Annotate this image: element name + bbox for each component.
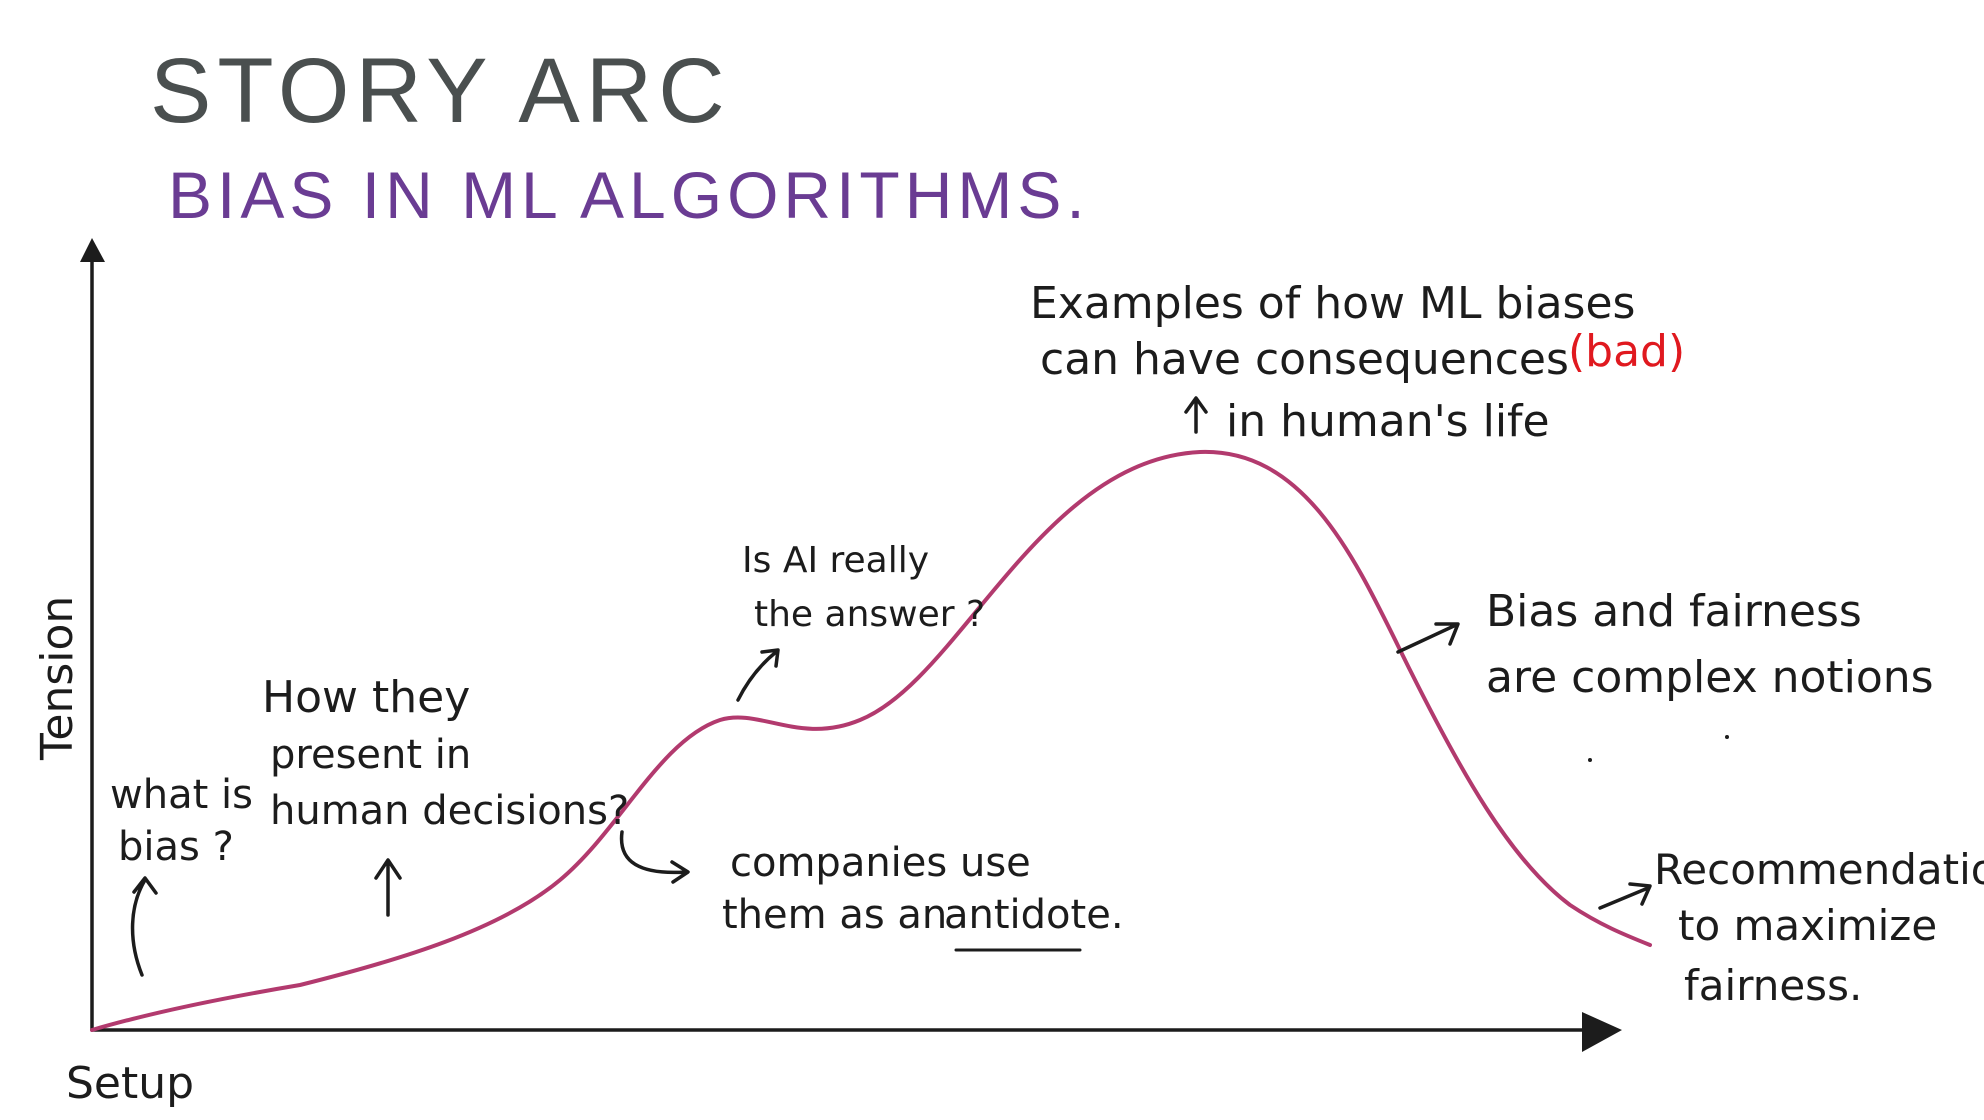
diagram-subtitle: BIAS IN ML ALGORITHMS.: [168, 158, 1090, 232]
diagram-title: STORY ARC: [150, 40, 731, 142]
story-arc-curve: [90, 449, 1652, 1032]
how-present-line-2: present in: [270, 732, 471, 778]
recommendations-line-2: to maximize: [1678, 901, 1937, 950]
examples-line-2: can have consequences: [1040, 334, 1569, 385]
how-present-line-1: How they: [262, 672, 470, 723]
annotation-how-present: How they present in human decisions?: [262, 672, 629, 917]
curved-arrow-icon: [736, 648, 780, 702]
x-axis: [90, 1012, 1622, 1052]
x-axis-label: Setup: [66, 1058, 194, 1109]
arrow-up-icon: [374, 858, 402, 917]
curved-arrow-icon: [130, 876, 158, 977]
annotation-recommendations: Recommendations to maximize fairness.: [1598, 845, 1984, 1010]
examples-line-3: in human's life: [1226, 396, 1550, 447]
examples-line-1: Examples of how ML biases: [1030, 278, 1635, 329]
right-arrow-icon: [1396, 622, 1460, 654]
right-arrow-icon: [1598, 882, 1652, 910]
examples-bad-label: (bad): [1568, 326, 1685, 377]
x-axis-arrowhead-icon: [1582, 1012, 1622, 1052]
what-is-bias-line-1: what is: [110, 772, 253, 818]
companies-line-1: companies use: [730, 840, 1031, 886]
companies-antidote: antidote.: [944, 892, 1124, 938]
annotation-bias-fairness: Bias and fairness are complex notions: [1396, 586, 1934, 703]
curved-arrow-icon: [619, 830, 690, 884]
what-is-bias-line-2: bias ?: [118, 824, 234, 870]
annotation-is-ai: Is AI really the answer ?: [736, 540, 985, 702]
recommendations-line-3: fairness.: [1684, 961, 1862, 1010]
ink-dots: [1588, 735, 1729, 762]
y-axis: [80, 238, 105, 1032]
annotation-what-is-bias: what is bias ?: [110, 772, 253, 977]
bias-fairness-line-1: Bias and fairness: [1486, 586, 1862, 637]
companies-line-2: them as an: [722, 892, 947, 938]
is-ai-line-2: the answer ?: [754, 594, 985, 635]
annotation-examples: Examples of how ML biases can have conse…: [1030, 278, 1685, 447]
is-ai-line-1: Is AI really: [742, 540, 929, 581]
how-present-line-3: human decisions?: [270, 788, 629, 834]
annotation-companies: companies use them as an antidote.: [619, 830, 1124, 952]
arrow-up-icon: [1184, 396, 1208, 434]
recommendations-line-1: Recommendations: [1654, 845, 1984, 894]
y-axis-arrowhead-icon: [80, 238, 105, 262]
y-axis-label: Tension: [32, 596, 83, 761]
bias-fairness-line-2: are complex notions: [1486, 652, 1934, 703]
